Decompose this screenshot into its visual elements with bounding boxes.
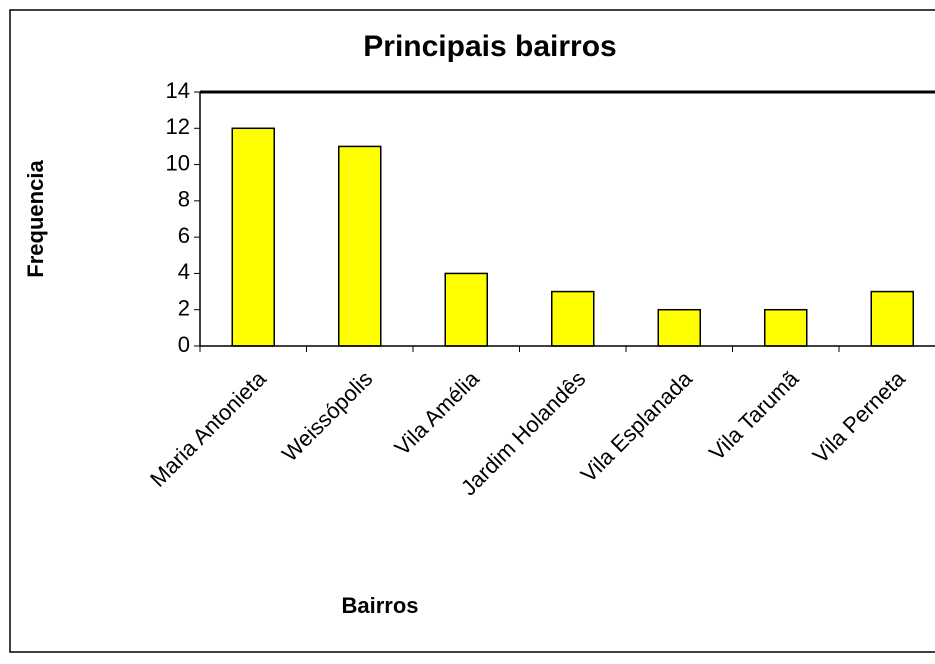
bar [231,127,275,347]
bar [551,290,595,347]
y-tick-label: 12 [166,114,190,139]
y-tick-label: 8 [178,187,190,212]
bar [764,308,808,347]
y-tick-label: 14 [166,78,190,103]
y-axis-label: Frequencia [23,160,48,278]
x-axis-label: Bairros [341,593,418,618]
y-tick-label: 2 [178,296,190,321]
y-tick-label: 0 [178,332,190,357]
bar [657,308,701,347]
bar [870,290,914,347]
chart-title: Principais bairros [363,30,616,63]
y-tick-label: 4 [178,259,190,284]
y-tick-label: 6 [178,223,190,248]
y-tick-label: 10 [166,150,190,175]
bar [444,272,488,347]
bar [338,145,382,347]
